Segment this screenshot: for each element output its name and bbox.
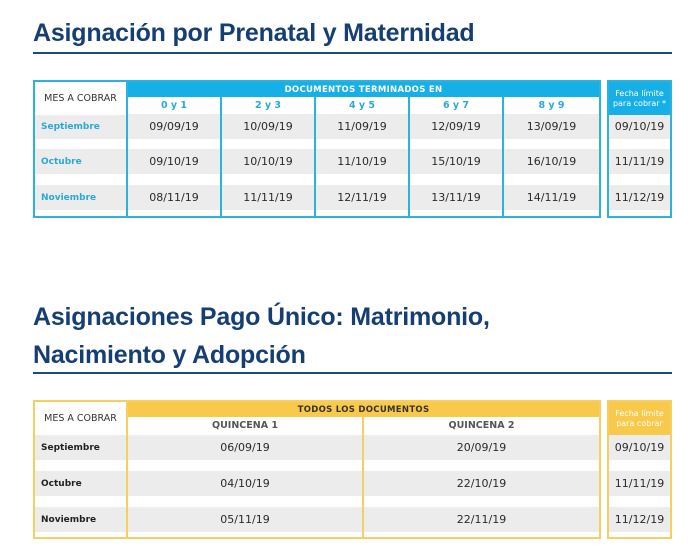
- month-label: Noviembre: [41, 514, 97, 525]
- pago-unico-schedule-table: MES A COBRAR Septiembre Octubre Noviembr…: [33, 400, 601, 539]
- row-band: [35, 185, 599, 210]
- prenatal-schedule-table: MES A COBRAR Septiembre Octubre Noviembr…: [33, 80, 601, 218]
- month-label: Octubre: [41, 156, 82, 167]
- date-cell: 10/10/19: [243, 154, 293, 168]
- month-column-header: MES A COBRAR: [35, 402, 126, 435]
- deadline-header-line1: Fecha límite: [615, 88, 664, 98]
- section-title-line1: Asignaciones Pago Único: Matrimonio,: [33, 303, 490, 331]
- row-band: [609, 149, 670, 174]
- month-label: Septiembre: [41, 121, 100, 132]
- month-column: MES A COBRAR Septiembre Octubre Noviembr…: [35, 402, 128, 537]
- month-label: Octubre: [41, 478, 82, 489]
- title-underline: [33, 372, 672, 374]
- row-band: [609, 435, 670, 460]
- column-header: QUINCENA 1: [128, 417, 362, 434]
- date-cell: 13/11/19: [431, 190, 481, 204]
- deadline-header-line2: para cobrar *: [612, 98, 667, 108]
- date-cell: 11/11/19: [243, 190, 293, 204]
- date-cell: 08/11/19: [149, 190, 199, 204]
- column-header: 0 y 1: [128, 97, 220, 114]
- section-title-line2: Nacimiento y Adopción: [33, 341, 306, 369]
- deadline-cell: 09/10/19: [614, 119, 665, 133]
- group-header: TODOS LOS DOCUMENTOS: [128, 402, 599, 417]
- column-8-9: 8 y 9 13/09/19 16/10/19 14/11/19: [504, 97, 599, 216]
- column-header: 2 y 3: [222, 97, 314, 114]
- date-cell: 13/09/19: [526, 119, 577, 133]
- date-cell: 12/11/19: [337, 190, 387, 204]
- row-band: [609, 471, 670, 496]
- column-header: 8 y 9: [504, 97, 599, 114]
- deadline-cell: 11/11/19: [614, 154, 665, 168]
- deadline-header-line2: para cobrar: [616, 418, 663, 428]
- section-title-pago-unico: Asignaciones Pago Único: Matrimonio, Nac…: [33, 298, 490, 374]
- row-band: [609, 185, 670, 210]
- row-band: [609, 507, 670, 532]
- row-band: [609, 114, 670, 139]
- prenatal-deadline-box: Fecha límite para cobrar * 09/10/19 11/1…: [607, 80, 672, 218]
- column-2-3: 2 y 3 10/09/19 10/10/19 11/11/19: [222, 97, 316, 216]
- date-cell: 15/10/19: [431, 154, 481, 168]
- deadline-header-line1: Fecha límite: [615, 408, 664, 418]
- row-band: [35, 114, 599, 139]
- column-header: 4 y 5: [316, 97, 408, 114]
- date-cell: 09/10/19: [149, 154, 199, 168]
- column-header: 6 y 7: [410, 97, 502, 114]
- month-label: Septiembre: [41, 442, 100, 453]
- column-header: QUINCENA 2: [364, 417, 599, 434]
- date-cell: 12/09/19: [431, 119, 481, 133]
- date-cell: 22/11/19: [456, 512, 507, 526]
- date-cell: 22/10/19: [456, 476, 507, 490]
- deadline-cell: 11/12/19: [614, 512, 665, 526]
- deadline-header: Fecha límite para cobrar: [609, 402, 670, 435]
- date-cell: 09/09/19: [149, 119, 199, 133]
- date-cell: 05/11/19: [220, 512, 270, 526]
- date-cell: 14/11/19: [526, 190, 577, 204]
- column-0-1: 0 y 1 09/09/19 09/10/19 08/11/19: [128, 97, 222, 216]
- column-quincena-1: QUINCENA 1 06/09/19 04/10/19 05/11/19: [128, 417, 364, 537]
- row-band: [35, 435, 599, 460]
- column-6-7: 6 y 7 12/09/19 15/10/19 13/11/19: [410, 97, 504, 216]
- deadline-cell: 11/11/19: [614, 476, 665, 490]
- date-cell: 06/09/19: [220, 440, 270, 454]
- date-cell: 20/09/19: [456, 440, 507, 454]
- date-cell: 11/09/19: [337, 119, 387, 133]
- date-cell: 10/09/19: [243, 119, 293, 133]
- month-column: MES A COBRAR Septiembre Octubre Noviembr…: [35, 82, 128, 216]
- deadline-cell: 11/12/19: [614, 190, 665, 204]
- month-column-header: MES A COBRAR: [35, 82, 126, 115]
- pago-unico-deadline-box: Fecha límite para cobrar 09/10/19 11/11/…: [607, 400, 672, 539]
- section-title-prenatal: Asignación por Prenatal y Maternidad: [33, 19, 475, 47]
- date-cell: 16/10/19: [526, 154, 577, 168]
- column-quincena-2: QUINCENA 2 20/09/19 22/10/19 22/11/19: [364, 417, 599, 537]
- document-columns-area: DOCUMENTOS TERMINADOS EN 0 y 1 09/09/19 …: [128, 82, 599, 216]
- column-4-5: 4 y 5 11/09/19 11/10/19 12/11/19: [316, 97, 410, 216]
- deadline-header: Fecha límite para cobrar *: [609, 82, 670, 115]
- document-columns-area: TODOS LOS DOCUMENTOS QUINCENA 1 06/09/19…: [128, 402, 599, 537]
- row-band: [35, 507, 599, 532]
- row-band: [35, 471, 599, 496]
- deadline-cell: 09/10/19: [614, 440, 665, 454]
- date-cell: 11/10/19: [337, 154, 387, 168]
- row-band: [35, 149, 599, 174]
- title-underline: [33, 52, 672, 54]
- group-header: DOCUMENTOS TERMINADOS EN: [128, 82, 599, 97]
- date-cell: 04/10/19: [220, 476, 270, 490]
- month-label: Noviembre: [41, 192, 97, 203]
